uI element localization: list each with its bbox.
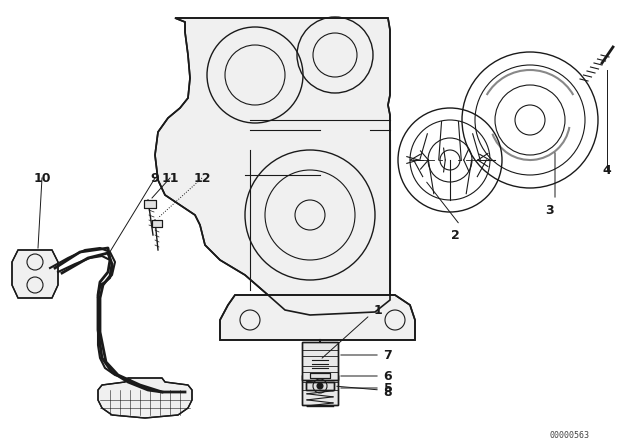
Text: 00000563: 00000563: [550, 431, 590, 440]
Bar: [144, 200, 156, 208]
Text: 7: 7: [383, 349, 392, 362]
Polygon shape: [98, 378, 192, 418]
Circle shape: [317, 383, 323, 389]
Text: 10: 10: [33, 172, 51, 185]
Bar: [306, 382, 334, 390]
Text: 9: 9: [150, 172, 159, 185]
Text: 2: 2: [451, 228, 460, 241]
Text: 11: 11: [161, 172, 179, 185]
Text: 1: 1: [374, 303, 382, 316]
Text: 12: 12: [193, 172, 211, 185]
Text: 5: 5: [383, 382, 392, 395]
Polygon shape: [220, 295, 415, 340]
Bar: [302, 342, 338, 380]
Bar: [144, 200, 156, 208]
Bar: [305, 355, 335, 367]
Polygon shape: [155, 18, 390, 315]
Text: 4: 4: [603, 164, 611, 177]
Bar: [306, 382, 334, 390]
Text: 6: 6: [384, 370, 392, 383]
Text: 3: 3: [546, 203, 554, 216]
Bar: [152, 220, 162, 227]
Polygon shape: [12, 250, 58, 298]
Bar: [310, 373, 330, 378]
Text: 8: 8: [384, 385, 392, 399]
Bar: [302, 342, 338, 380]
Bar: [305, 355, 335, 367]
Bar: [152, 220, 162, 227]
Bar: [302, 375, 338, 405]
Bar: [310, 373, 330, 378]
Bar: [302, 375, 338, 405]
